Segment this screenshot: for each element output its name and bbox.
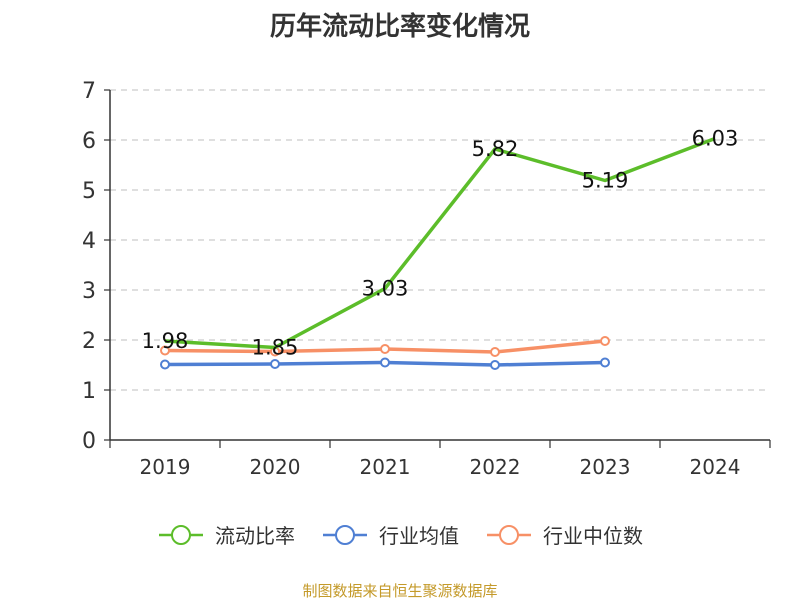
x-tick-label: 2024 <box>690 455 741 479</box>
legend-swatch-marker <box>335 524 355 545</box>
data-label: 1.98 <box>142 329 189 353</box>
x-tick-label: 2021 <box>360 455 411 479</box>
series-point-1 <box>600 357 610 368</box>
y-tick-label: 2 <box>82 329 96 354</box>
legend-label: 流动比率 <box>215 524 295 548</box>
data-label: 1.85 <box>252 336 299 360</box>
data-label: 5.82 <box>472 137 519 161</box>
series-point-1 <box>380 357 390 368</box>
legend-label: 行业中位数 <box>543 524 643 548</box>
y-tick-label: 1 <box>82 379 96 404</box>
series-line-0 <box>164 136 716 350</box>
x-tick-label: 2022 <box>470 455 521 479</box>
legend-item[interactable]: 行业中位数 <box>485 520 643 549</box>
y-tick-label: 4 <box>82 229 96 254</box>
series-point-2 <box>380 344 390 354</box>
source-note: 制图数据来自恒生聚源数据库 <box>302 582 498 600</box>
series-point-1 <box>490 360 500 370</box>
series-point-2 <box>490 347 500 357</box>
x-tick-label: 2023 <box>580 455 631 479</box>
grid-lines <box>110 89 770 391</box>
y-tick-label: 5 <box>82 179 96 204</box>
legend-swatch-marker <box>499 524 519 545</box>
data-labels: 1.98 1.85 3.03 5.82 5.19 6.03 <box>142 127 739 360</box>
x-tick-label: 2020 <box>250 455 301 479</box>
series-point-1 <box>270 359 280 369</box>
series-point-1 <box>160 359 170 370</box>
legend-swatch-marker <box>171 524 191 545</box>
series-lines <box>160 136 716 370</box>
chart-title: 历年流动比率变化情况 <box>269 12 530 42</box>
axes: 0 1 2 3 4 5 6 7 2019 2020 2021 2022 2023 2024 <box>82 79 771 479</box>
x-tick-label: 2019 <box>140 455 191 479</box>
y-tick-label: 0 <box>82 429 96 454</box>
legend-swatch-icon <box>487 524 531 545</box>
series-point-2 <box>160 345 170 356</box>
y-tick-label: 3 <box>82 279 96 304</box>
legend-swatch-icon <box>159 524 203 545</box>
y-tick-label: 6 <box>82 129 96 154</box>
series-point-2 <box>600 336 610 346</box>
legend-label: 行业均值 <box>379 524 459 548</box>
y-tick-label: 7 <box>82 79 96 104</box>
legend: 流动比率 行业均值 行业中位数 <box>0 520 800 549</box>
data-label: 3.03 <box>362 277 409 301</box>
legend-swatch-icon <box>323 524 367 545</box>
legend-item[interactable]: 流动比率 <box>157 520 295 549</box>
data-label: 6.03 <box>692 127 739 151</box>
legend-item[interactable]: 行业均值 <box>321 520 459 549</box>
data-label: 5.19 <box>582 169 629 193</box>
